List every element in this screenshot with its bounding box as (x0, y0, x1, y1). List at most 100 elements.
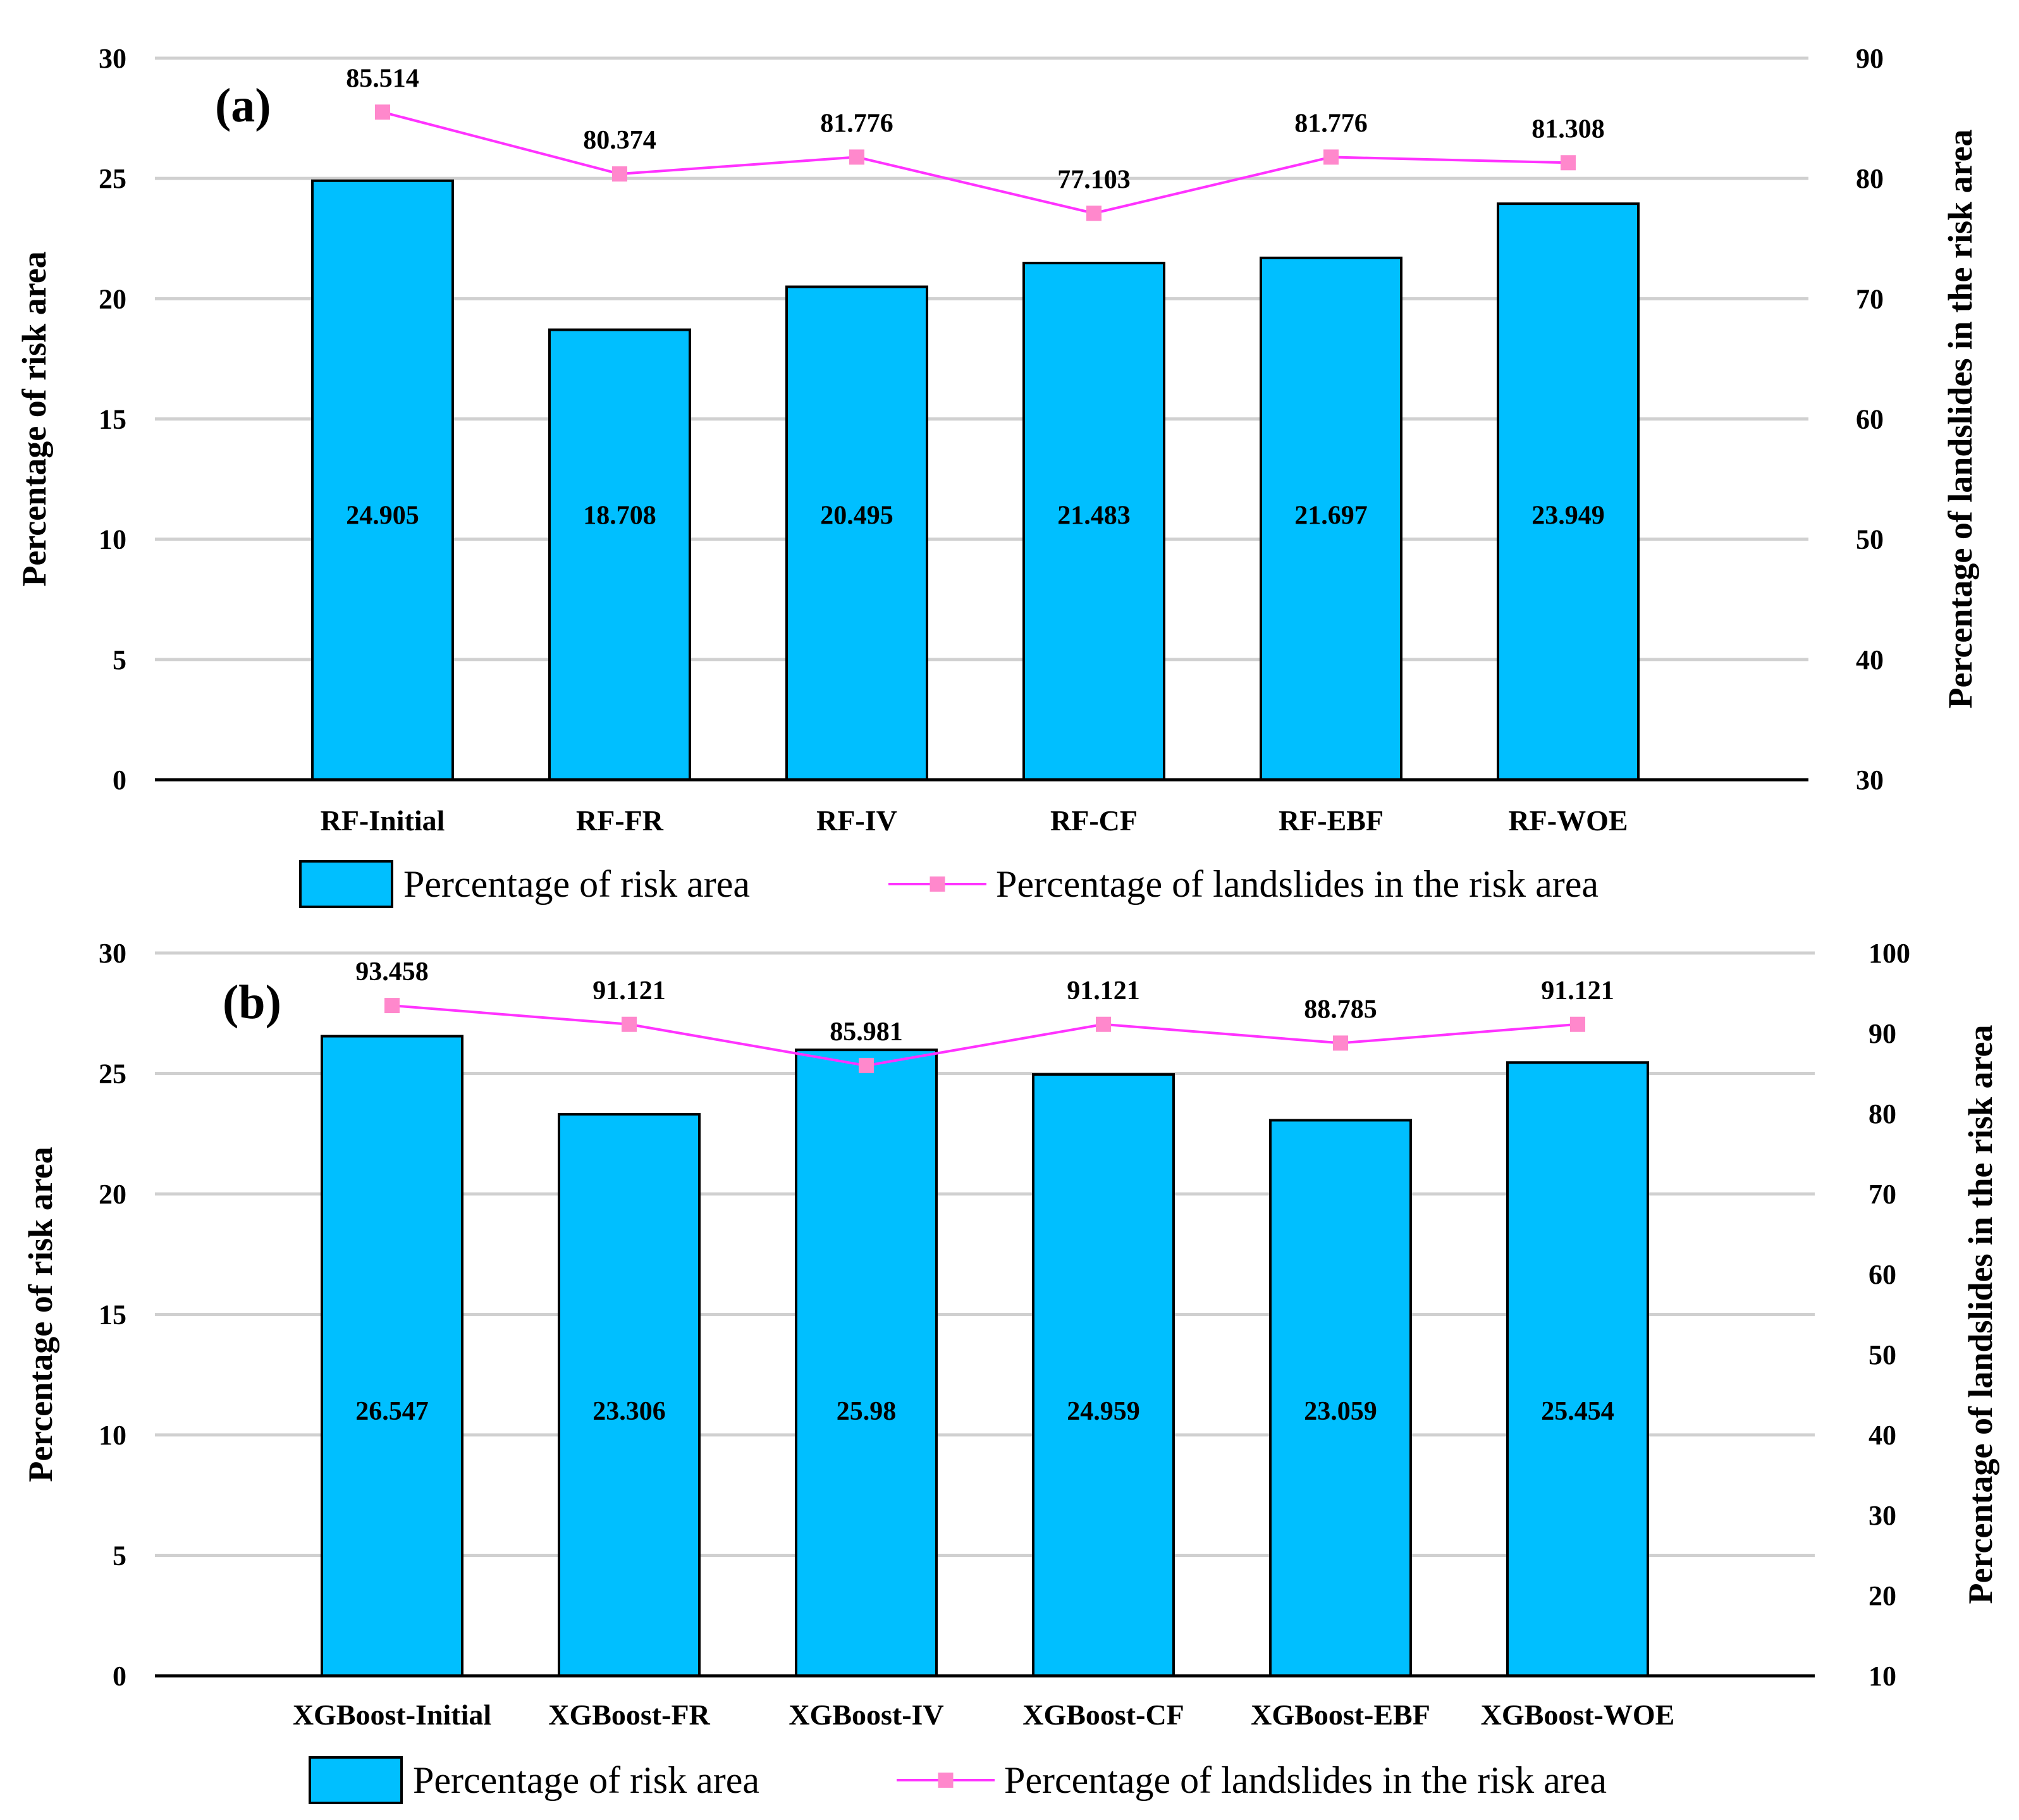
bar-data-label: 21.483 (1057, 501, 1131, 531)
x-tick-label: XGBoost-FR (548, 1699, 710, 1731)
x-tick-label: RF-CF (1050, 804, 1138, 837)
bar-data-label: 25.98 (837, 1397, 897, 1426)
y2-tick-label: 90 (1856, 43, 1884, 74)
chart-panel-b: 0 5 10 15 20 25 30 10 20 30 40 50 60 70 80 90 100 26.547 2… (21, 938, 1999, 1804)
bar-data-label: 23.059 (1304, 1397, 1377, 1426)
x-tick-label: RF-FR (576, 804, 664, 837)
x-tick-label: XGBoost-IV (789, 1699, 943, 1731)
y-tick-label: 25 (99, 163, 126, 194)
chart-panel-a: 0 5 10 15 20 25 30 30 40 50 60 70 80 90 24.905 18.708 20… (15, 43, 1979, 908)
x-tick-label: XGBoost-Initial (293, 1699, 491, 1731)
y2-tick-label: 20 (1869, 1580, 1896, 1611)
legend-marker-swatch (930, 876, 945, 892)
bar (785, 285, 928, 781)
y-tick-label: 0 (113, 765, 126, 796)
line-series (391, 1004, 1578, 1067)
x-tick-label: RF-EBF (1279, 804, 1384, 837)
bar (1022, 261, 1165, 782)
y2-axis-title: Percentage of landslides in the risk are… (1941, 130, 1979, 709)
y2-tick-label: 40 (1856, 644, 1884, 675)
panel-label: (b) (223, 976, 281, 1029)
y2-tick-label: 30 (1869, 1500, 1896, 1531)
bar-data-label: 24.905 (346, 501, 419, 531)
y2-tick-label: 70 (1856, 283, 1884, 314)
bar (1269, 1119, 1412, 1678)
y-tick-label: 25 (99, 1059, 126, 1090)
line-marker (1323, 149, 1339, 165)
line-data-label: 81.308 (1531, 114, 1605, 144)
bar (311, 179, 454, 781)
legend-bar-swatch (299, 860, 393, 908)
bar (1260, 256, 1402, 781)
bar (1506, 1061, 1649, 1678)
y-tick-label: 30 (99, 938, 126, 969)
line-marker (859, 1058, 874, 1074)
line-data-label: 85.981 (830, 1018, 903, 1047)
y-axis-title: Percentage of risk area (15, 251, 53, 586)
x-tick-label: XGBoost-CF (1022, 1699, 1184, 1731)
y-tick-label: 5 (113, 644, 126, 675)
bar-data-label: 24.959 (1067, 1397, 1140, 1426)
line-data-label: 91.121 (1541, 976, 1614, 1005)
line-marker (622, 1016, 637, 1032)
legend: Percentage of risk area Percentage of lan… (299, 860, 1599, 908)
line-marker (375, 104, 390, 120)
x-tick-label: XGBoost-EBF (1251, 1699, 1430, 1731)
x-tick-label: RF-IV (816, 804, 897, 837)
legend-line-label: Percentage of landslides in the risk are… (996, 863, 1599, 905)
line-marker (1333, 1035, 1348, 1051)
line-marker (849, 149, 864, 165)
y2-tick-label: 50 (1869, 1339, 1896, 1370)
line-marker (612, 166, 627, 182)
line-series (382, 111, 1569, 215)
legend-bar-label: Percentage of risk area (413, 1759, 759, 1801)
line-marker (1561, 155, 1576, 171)
y2-tick-label: 60 (1856, 404, 1884, 435)
bar-data-label: 25.454 (1541, 1397, 1614, 1426)
legend-marker-swatch (938, 1773, 954, 1788)
y-axis-title: Percentage of risk area (21, 1147, 59, 1482)
line-data-label: 88.785 (1304, 995, 1377, 1024)
y2-axis-title: Percentage of landslides in the risk are… (1961, 1025, 1999, 1604)
legend-bar-label: Percentage of risk area (403, 863, 750, 905)
bar-data-label: 21.697 (1294, 501, 1368, 531)
y-tick-label: 10 (99, 524, 126, 555)
line-marker (1096, 1016, 1111, 1032)
bar-data-label: 26.547 (355, 1397, 429, 1426)
bar-data-label: 23.306 (592, 1397, 666, 1426)
y2-tick-label: 80 (1856, 163, 1884, 194)
line-data-label: 93.458 (355, 957, 429, 987)
line-marker (1570, 1016, 1585, 1032)
line-data-label: 81.776 (820, 109, 893, 138)
y2-tick-label: 90 (1869, 1018, 1896, 1049)
line-data-label: 85.514 (346, 64, 419, 93)
y-tick-label: 30 (99, 43, 126, 74)
y-tick-label: 15 (99, 1300, 126, 1331)
legend-bar-swatch (309, 1756, 403, 1804)
x-tick-label: RF-WOE (1508, 804, 1628, 837)
bar (795, 1048, 938, 1677)
legend-line-label: Percentage of landslides in the risk are… (1004, 1759, 1607, 1801)
y2-tick-label: 40 (1869, 1420, 1896, 1451)
line-marker (384, 998, 400, 1014)
y2-tick-label: 60 (1869, 1259, 1896, 1290)
bar-data-label: 23.949 (1531, 501, 1605, 531)
panel-label: (a) (215, 79, 271, 132)
y-tick-label: 20 (99, 283, 126, 314)
x-tick-label: RF-Initial (321, 804, 445, 837)
y-tick-label: 0 (113, 1661, 126, 1692)
line-data-label: 91.121 (1067, 976, 1140, 1005)
y-tick-label: 10 (99, 1420, 126, 1451)
line-data-label: 91.121 (592, 976, 666, 1005)
bar (548, 328, 691, 781)
y2-tick-label: 50 (1856, 524, 1884, 555)
y-tick-label: 5 (113, 1540, 126, 1571)
y2-tick-label: 70 (1869, 1179, 1896, 1210)
y2-tick-label: 10 (1869, 1661, 1896, 1692)
bar (1032, 1073, 1175, 1678)
line-marker (1086, 206, 1102, 221)
bar-data-label: 18.708 (583, 501, 656, 531)
y-tick-label: 15 (99, 404, 126, 435)
line-data-label: 81.776 (1294, 109, 1368, 138)
